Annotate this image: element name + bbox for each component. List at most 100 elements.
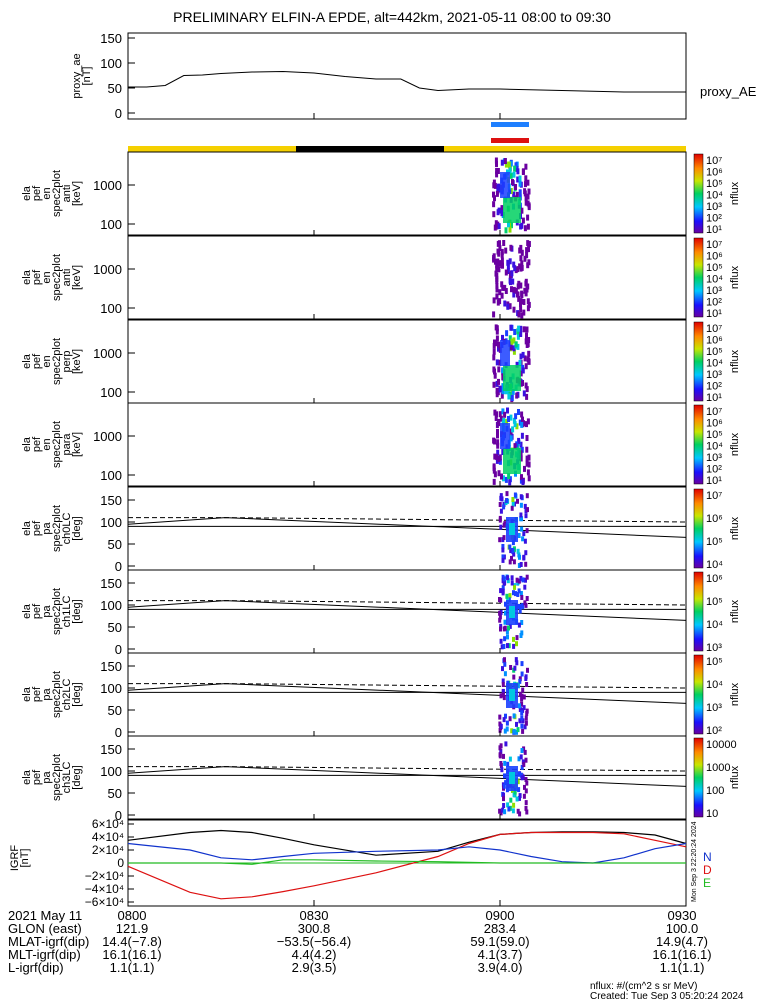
spectrogram-cell <box>493 409 497 416</box>
spectrogram-cell <box>521 169 525 175</box>
spectrogram-cell <box>525 780 529 786</box>
spectrogram-cell <box>514 341 518 348</box>
spectrogram-cell <box>494 258 497 265</box>
spectrogram-cell <box>518 554 521 560</box>
colorbar-label: nflux <box>729 432 741 456</box>
colorbar-tick: 10⁵ <box>706 262 723 274</box>
spectrogram-cell <box>498 517 502 523</box>
spectrogram-cell <box>502 626 506 632</box>
spectrogram-cell <box>509 428 513 435</box>
spectrogram-cell <box>501 262 504 269</box>
spectrogram-cell <box>519 772 523 778</box>
spectrogram-cell <box>519 441 523 448</box>
spectrogram-cell <box>499 524 503 530</box>
spectrogram-cell <box>497 470 501 477</box>
spectrogram-cell <box>513 165 517 172</box>
figure-title: PRELIMINARY ELFIN-A EPDE, alt=442km, 202… <box>173 9 611 25</box>
spectrogram-cell <box>510 395 514 401</box>
igrf-series-bz_black <box>127 829 687 856</box>
spectrogram-cell <box>500 210 504 216</box>
colorbar-tick: 1000 <box>706 762 730 774</box>
spectrogram-cell <box>524 800 528 806</box>
panel-ylabel-line-4: perp <box>61 350 73 372</box>
proxy-ae-yticks: 150 100 50 0 <box>100 31 135 121</box>
spectrogram-cell <box>523 503 527 509</box>
panel-frame <box>127 569 687 654</box>
colorbar-tick: 10⁵ <box>706 178 723 190</box>
spectrogram-cell <box>510 575 514 581</box>
colorbar-tick: 10000 <box>706 739 737 751</box>
spectrogram-cell <box>526 214 530 221</box>
spectrogram-cell <box>524 181 527 188</box>
spectrogram-cell <box>523 784 526 790</box>
spectrogram-cell <box>516 343 520 350</box>
spectrogram-cell <box>522 420 525 427</box>
colorbar <box>693 237 704 318</box>
spectrogram-cell <box>519 512 523 518</box>
spectrogram-cell <box>498 245 502 252</box>
colorbar-tick: 10³ <box>706 369 722 381</box>
proxy-ae-ylabel: proxy_ae[nT] <box>71 53 93 98</box>
spectrogram-cell <box>507 388 511 395</box>
colorbar-tick: 10³ <box>706 642 722 654</box>
spectrogram-cell <box>508 716 512 722</box>
ephem-cell: 1.1(1.1) <box>110 960 155 975</box>
spectrogram-cell <box>492 342 496 349</box>
spectrogram-cell <box>515 392 519 399</box>
spectrogram-cell <box>527 350 531 357</box>
spectrogram-cell <box>509 172 513 179</box>
spectrogram-cell <box>520 411 524 418</box>
spectrogram-cell <box>509 279 512 286</box>
ytick-label: 100 <box>100 681 122 696</box>
spectrogram-cell <box>523 287 527 294</box>
spectrogram-cell <box>519 223 523 230</box>
spectrogram-cell <box>516 168 520 175</box>
panel-spec_para: 1000100elapefenspec2plotpara[keV]10⁷10⁶1… <box>21 402 741 487</box>
spectrogram-cell <box>507 221 510 228</box>
spectrogram-cell <box>523 538 527 544</box>
footer-units: nflux: #/(cm^2 s sr MeV) <box>590 981 698 992</box>
spectrogram-cell <box>506 303 510 310</box>
panel-ylabel-line-3: spec2plot <box>51 421 63 468</box>
spectrogram-cell <box>506 268 510 274</box>
spectrogram-cell <box>500 252 504 259</box>
spectrogram-cell <box>515 361 519 368</box>
panel-ylabel-line-1: pef <box>31 520 43 536</box>
ytick-label: 50 <box>108 786 122 801</box>
panel-ylabel-line-2: pa <box>41 688 53 701</box>
ephem-cell: 2.9(3.5) <box>292 960 337 975</box>
panel-spec_perp: 1000100elapefenspec2plotperp[keV]10⁷10⁶1… <box>21 319 741 404</box>
spectrogram-cell <box>492 182 496 189</box>
panel-frame <box>127 319 687 404</box>
spectrogram-cell <box>515 729 518 735</box>
colorbar-tick: 10⁵ <box>706 429 723 441</box>
spectrogram-cell <box>516 683 520 689</box>
spectrogram-cell <box>521 536 525 542</box>
spectrogram-cell <box>513 265 517 272</box>
panel-ylabel-line-2: pa <box>41 605 53 618</box>
panel-ylabel-line-1: pef <box>31 769 43 785</box>
panel-ylabel-line-3: spec2plot <box>51 254 63 301</box>
spectrogram-cell <box>508 544 512 550</box>
spectrogram-cell <box>509 414 513 421</box>
spectrogram-cell <box>495 286 499 293</box>
panel-ylabel-line-0: ela <box>21 269 33 285</box>
spectrogram-cell <box>492 467 496 474</box>
spectrogram-cell <box>495 454 499 461</box>
spectrogram-cell <box>495 328 499 335</box>
ae-ylabel-line-0: proxy_ae <box>71 53 83 98</box>
ephem-cell: 0830 <box>300 908 329 923</box>
igrf-ytick-label: 2×10⁴ <box>92 843 124 857</box>
spectrogram-cell <box>512 559 516 565</box>
spectrogram-cell <box>492 366 496 373</box>
spectrogram-cell <box>492 297 496 304</box>
spectrogram-cell <box>496 168 500 174</box>
colorbar-tick: 10¹ <box>706 224 722 236</box>
spectrogram-cell <box>507 473 511 480</box>
spectrogram-cell <box>503 158 507 164</box>
spectrogram-core <box>503 365 521 391</box>
spectrogram-cell <box>493 372 497 379</box>
spectrogram-panels: 1000100elapefenspec2plotanti[keV]10⁷10⁶1… <box>21 151 741 823</box>
loss-cone-line <box>127 517 687 538</box>
spectrogram-cell <box>512 337 516 344</box>
